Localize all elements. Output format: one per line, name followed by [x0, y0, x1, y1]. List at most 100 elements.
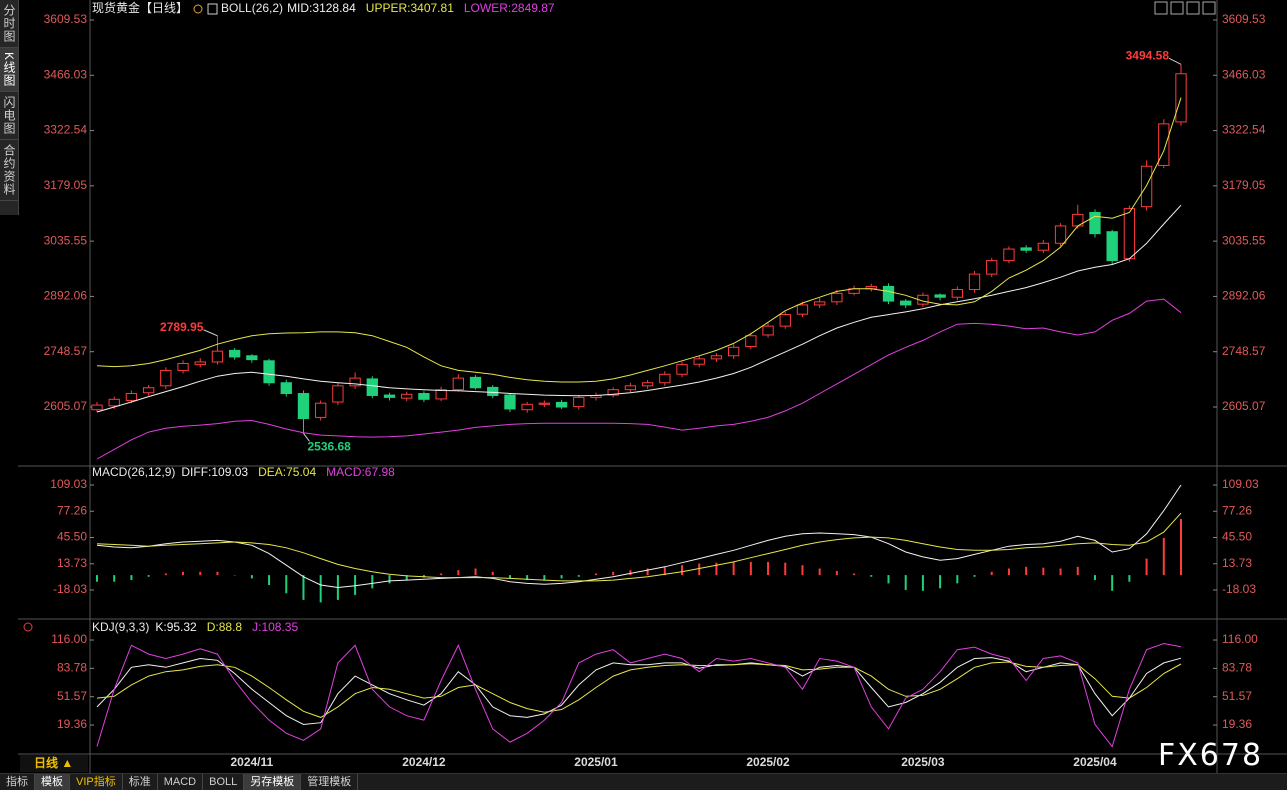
candle-body [796, 304, 809, 315]
period-selector[interactable]: 日线 ▲ [20, 755, 88, 772]
candle-body [521, 403, 533, 411]
candle-body [194, 361, 206, 366]
candle-body [727, 346, 740, 357]
candle-body [641, 382, 654, 387]
candle-body [624, 385, 637, 391]
candle-body [91, 404, 103, 411]
candle-body [607, 389, 619, 396]
macd-bar [1111, 575, 1114, 591]
legend-name: DEA: [258, 465, 286, 479]
candle-body [366, 378, 378, 396]
toolbar-button[interactable] [1186, 1, 1200, 15]
macd-bar [543, 575, 546, 581]
macd-bar [405, 575, 408, 581]
macd-bar [835, 570, 838, 576]
candle-body [951, 289, 963, 298]
y-tick-label: 3035.55 [44, 233, 88, 247]
candle-body [814, 301, 826, 306]
legend-name: LOWER: [464, 1, 511, 15]
indicator-icon[interactable] [23, 622, 33, 632]
y-tick-label: 3035.55 [1222, 233, 1266, 247]
macd-bar [560, 575, 563, 579]
candle-body [934, 294, 946, 298]
macd-bar [508, 575, 511, 579]
tab[interactable]: 模板 [35, 774, 70, 790]
title-icon[interactable] [193, 4, 203, 14]
toolbar-button[interactable] [1202, 1, 1216, 15]
y-tick-label: 3179.05 [1222, 178, 1266, 192]
macd-bar [285, 575, 288, 594]
legend-value: 108.35 [261, 620, 298, 634]
macd-bar [887, 575, 890, 584]
indicator-line [96, 484, 1182, 589]
candle-body [900, 300, 912, 306]
candle-body [211, 350, 224, 363]
candle-body [1020, 247, 1032, 251]
panel-title: 现货黄金【日线】 [92, 0, 188, 15]
y-tick-label: 19.36 [1222, 717, 1252, 731]
macd-bar [1180, 518, 1182, 576]
macd-bar [457, 570, 460, 576]
high-annotation: 2789.95 [160, 320, 204, 334]
panel-title: MACD(26,12,9) [92, 465, 175, 479]
candle-body [280, 382, 292, 395]
macd-bar [732, 561, 735, 576]
tab[interactable]: 另存模板 [244, 774, 302, 790]
macd-bar [319, 575, 322, 603]
legend-name: MACD: [326, 465, 365, 479]
macd-bar [663, 566, 666, 576]
y-tick-label: 83.78 [57, 661, 87, 675]
macd-bar [302, 575, 305, 600]
tab[interactable]: 标准 [123, 774, 158, 790]
sidebar-tab[interactable]: K线图 [0, 48, 18, 93]
legend-name: MID: [287, 1, 312, 15]
x-tick-label: 2025/02 [746, 755, 790, 769]
y-tick-label: 2748.57 [44, 344, 88, 358]
sidebar-tab[interactable]: 合约资料 [0, 140, 18, 202]
macd-bar [594, 573, 597, 576]
sidebar-tab[interactable]: 闪电图 [0, 92, 18, 141]
y-tick-label: 116.00 [51, 632, 87, 646]
tab[interactable]: VIP指标 [70, 774, 123, 790]
y-tick-label: 2605.07 [1222, 399, 1266, 413]
tab[interactable]: 指标 [0, 774, 35, 790]
macd-bar [646, 568, 649, 576]
macd-bar [801, 565, 804, 576]
macd-bar [354, 575, 357, 595]
toolbar-button[interactable] [1154, 1, 1168, 15]
tab[interactable]: MACD [158, 774, 204, 790]
candle-body [659, 373, 671, 384]
y-tick-label: -18.03 [53, 582, 87, 596]
candle-body [504, 394, 516, 410]
candle-body [435, 389, 447, 400]
tab[interactable]: BOLL [203, 774, 245, 790]
macd-bar [973, 575, 976, 577]
x-tick-label: 2024/12 [402, 755, 446, 769]
toolbar-button[interactable] [1170, 1, 1184, 15]
macd-bar [904, 575, 907, 590]
legend-value: 95.32 [167, 620, 197, 634]
indicator-line [96, 661, 1182, 718]
candle-body [469, 376, 482, 389]
macd-bar [1076, 566, 1079, 576]
candle-body [1089, 211, 1101, 235]
legend-value: 3407.81 [410, 1, 454, 15]
macd-bar [474, 568, 477, 576]
y-tick-label: 83.78 [1222, 661, 1252, 675]
y-tick-label: 3179.05 [44, 178, 88, 192]
toolbar [1154, 1, 1216, 15]
candle-body [538, 402, 551, 405]
macd-bar [1145, 558, 1148, 576]
legend-value: 109.03 [211, 465, 248, 479]
tab[interactable]: 管理模板 [301, 774, 359, 790]
sidebar: 分时图 K线图 闪电图 合约资料 [0, 0, 19, 215]
indicator-line [96, 657, 1182, 726]
sidebar-tab[interactable]: 分时图 [0, 0, 18, 48]
macd-bar [96, 575, 98, 582]
macd-bar [715, 562, 718, 576]
macd-bar [767, 561, 770, 576]
macd-bar [250, 575, 253, 579]
x-tick-label: 2025/03 [901, 755, 945, 769]
